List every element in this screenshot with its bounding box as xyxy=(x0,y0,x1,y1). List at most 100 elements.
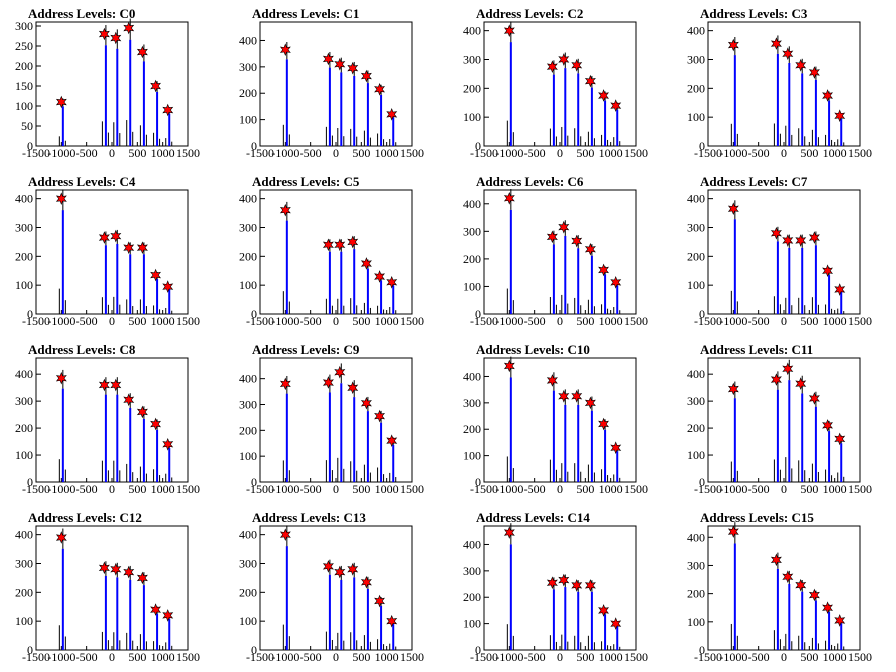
x-tick-label: 0 xyxy=(333,146,339,160)
y-tick-label: 400 xyxy=(239,33,257,47)
x-tick-label: -1000 xyxy=(719,650,747,664)
peak-marker xyxy=(150,417,161,431)
x-tick-label: -1500 xyxy=(694,314,722,328)
x-tick-label: -1500 xyxy=(22,146,50,160)
y-tick-label: 100 xyxy=(239,113,257,127)
x-tick-label: 500 xyxy=(352,650,370,664)
y-tick-label: 300 xyxy=(15,556,33,570)
x-tick-label: -1000 xyxy=(47,146,75,160)
peak-marker xyxy=(610,441,622,454)
y-tick-label: 400 xyxy=(687,367,705,381)
panel-2: Address Levels: C2 0 100 200 300 400 -1500-100… xyxy=(463,6,648,160)
y-tick-label: 300 xyxy=(15,220,33,234)
peak-marker xyxy=(162,103,174,117)
y-tick-label: 200 xyxy=(463,422,481,436)
peak-marker xyxy=(571,579,583,592)
y-tick-label: 100 xyxy=(463,279,481,293)
y-tick-label: 100 xyxy=(239,449,257,463)
peak-marker xyxy=(770,37,782,50)
peak-marker xyxy=(347,563,359,576)
peak-marker xyxy=(782,570,794,583)
peak-marker xyxy=(546,374,558,387)
x-tick-label: 0 xyxy=(557,482,563,496)
x-tick-label: 500 xyxy=(576,146,594,160)
y-tick-label: 0 xyxy=(699,307,705,321)
x-tick-label: -500 xyxy=(300,314,322,328)
peak-marker xyxy=(808,588,820,602)
panel-title: Address Levels: C0 xyxy=(28,6,135,21)
peak-marker xyxy=(279,43,291,56)
y-tick-label: 300 xyxy=(463,396,481,410)
y-tick-label: 100 xyxy=(239,278,257,292)
plot-frame xyxy=(259,21,413,147)
peak-marker xyxy=(770,373,782,386)
peak-marker xyxy=(374,83,385,96)
peak-marker xyxy=(558,390,570,403)
x-tick-label: 1500 xyxy=(624,314,648,328)
y-tick-label: 200 xyxy=(687,81,705,95)
x-tick-label: 1500 xyxy=(624,650,648,664)
peak-marker xyxy=(334,57,346,71)
peak-marker xyxy=(610,617,622,630)
y-tick-label: 200 xyxy=(15,249,33,263)
x-tick-label: 1500 xyxy=(400,482,424,496)
panel-10: Address Levels: C10 0 100 200 300 400 -1500-10… xyxy=(463,342,648,496)
peak-marker xyxy=(610,275,622,289)
x-tick-label: 0 xyxy=(333,482,339,496)
x-tick-label: 1000 xyxy=(375,314,399,328)
panel-8: Address Levels: C8 0 100 200 300 400 -1500-100… xyxy=(15,342,200,496)
panel-title: Address Levels: C12 xyxy=(28,510,142,525)
panel-title: Address Levels: C6 xyxy=(476,174,584,189)
x-tick-label: -500 xyxy=(76,314,98,328)
peak-marker xyxy=(322,560,334,573)
y-tick-label: 0 xyxy=(699,139,705,153)
panel-5: Address Levels: C5 0 100 200 300 400 -1500-100… xyxy=(239,174,424,328)
peak-marker xyxy=(322,376,334,389)
x-tick-label: -1000 xyxy=(719,146,747,160)
peak-marker xyxy=(834,432,846,446)
x-tick-label: 0 xyxy=(557,314,563,328)
x-tick-label: 1000 xyxy=(599,146,623,160)
panel-9: Address Levels: C9 0 100 200 300 400 -1500-100… xyxy=(239,342,424,496)
peak-marker xyxy=(808,66,820,79)
y-tick-label: 400 xyxy=(687,192,705,206)
x-tick-label: -1500 xyxy=(470,482,498,496)
plot-frame xyxy=(483,357,637,483)
peak-marker xyxy=(546,230,558,244)
peak-marker xyxy=(584,242,596,256)
peak-marker xyxy=(386,614,398,628)
panel-title: Address Levels: C4 xyxy=(28,174,136,189)
x-tick-label: 500 xyxy=(576,314,594,328)
peak-marker xyxy=(123,393,135,407)
peak-marker xyxy=(110,563,122,576)
peak-marker xyxy=(503,192,515,205)
y-tick-label: 400 xyxy=(239,528,257,542)
x-tick-label: 1500 xyxy=(400,314,424,328)
x-tick-label: -1500 xyxy=(246,650,274,664)
y-tick-label: 200 xyxy=(687,421,705,435)
panel-title: Address Levels: C3 xyxy=(700,6,808,21)
x-tick-label: 1500 xyxy=(176,650,200,664)
x-tick-label: 1000 xyxy=(823,146,847,160)
y-tick-label: 400 xyxy=(15,528,33,542)
y-tick-label: 0 xyxy=(27,475,33,489)
panel-11: Address Levels: C11 0 100 200 300 400 -1500-10… xyxy=(687,342,872,496)
x-tick-label: 1000 xyxy=(823,482,847,496)
y-tick-label: 200 xyxy=(239,86,257,100)
x-tick-label: -500 xyxy=(748,314,770,328)
panel-14: Address Levels: C14 0 100 200 300 400 -1500-10… xyxy=(463,510,648,664)
x-tick-label: 1500 xyxy=(848,650,872,664)
panel-title: Address Levels: C13 xyxy=(252,510,366,525)
y-tick-label: 100 xyxy=(687,615,705,629)
peak-marker xyxy=(123,565,135,579)
plot-frame xyxy=(35,189,189,315)
y-tick-label: 150 xyxy=(15,79,33,93)
peak-marker xyxy=(162,280,174,293)
peak-marker xyxy=(347,61,359,75)
x-tick-label: 0 xyxy=(781,482,787,496)
y-tick-label: 300 xyxy=(239,398,257,412)
peak-marker xyxy=(727,38,739,52)
peak-marker xyxy=(322,52,334,66)
x-tick-label: -1500 xyxy=(470,314,498,328)
x-tick-label: 500 xyxy=(128,146,146,160)
